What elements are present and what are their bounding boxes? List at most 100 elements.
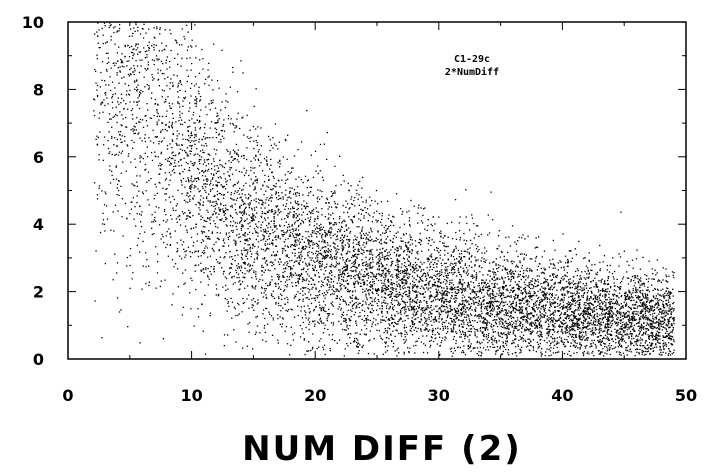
data-point <box>192 227 195 229</box>
data-point <box>389 291 391 293</box>
data-point <box>329 273 331 275</box>
data-point <box>511 305 513 307</box>
data-point <box>240 249 243 252</box>
data-point <box>235 314 237 317</box>
data-point <box>345 253 347 255</box>
data-point <box>584 347 587 349</box>
data-point <box>173 168 175 171</box>
data-point <box>599 294 601 297</box>
data-point <box>190 95 192 97</box>
data-point <box>418 307 420 309</box>
data-point <box>202 170 204 172</box>
data-point <box>205 165 207 167</box>
data-point <box>121 77 123 79</box>
data-point <box>357 274 359 276</box>
data-point <box>271 261 273 263</box>
data-point <box>626 323 628 325</box>
data-point <box>268 238 270 240</box>
data-point <box>420 309 422 311</box>
data-point <box>182 138 184 140</box>
data-point <box>351 310 353 312</box>
data-point <box>606 318 608 320</box>
data-point <box>381 254 384 256</box>
data-point <box>346 211 349 214</box>
data-point <box>634 291 636 294</box>
data-point <box>207 159 209 161</box>
data-point <box>414 309 416 311</box>
data-point <box>657 304 659 306</box>
data-point <box>616 286 619 288</box>
data-point <box>290 231 292 234</box>
data-point <box>606 331 608 334</box>
data-point <box>429 291 432 293</box>
data-point <box>295 229 297 231</box>
data-point <box>482 327 484 329</box>
data-point <box>521 309 523 312</box>
data-point <box>561 329 563 331</box>
data-point <box>108 84 110 86</box>
data-point <box>641 298 643 301</box>
data-point <box>557 282 559 284</box>
data-point <box>398 319 401 321</box>
data-point <box>139 251 141 253</box>
data-point <box>383 296 386 299</box>
data-point <box>171 218 173 220</box>
data-point <box>586 352 588 354</box>
data-point <box>545 278 547 281</box>
data-point <box>664 311 666 313</box>
data-point <box>403 250 406 252</box>
data-point <box>422 287 424 289</box>
data-point <box>174 263 177 265</box>
data-point <box>445 290 447 292</box>
data-point <box>604 334 607 336</box>
data-point <box>464 305 466 307</box>
data-point <box>578 309 580 311</box>
data-point <box>631 335 633 337</box>
data-point <box>569 329 571 331</box>
data-point <box>603 337 605 339</box>
data-point <box>404 294 407 296</box>
data-point <box>515 323 517 325</box>
data-point <box>264 230 266 233</box>
data-point <box>608 319 610 321</box>
data-point <box>224 178 227 180</box>
data-point <box>299 233 301 235</box>
data-point <box>592 334 594 336</box>
data-point <box>437 310 439 313</box>
data-point <box>307 179 309 181</box>
data-point <box>545 320 547 322</box>
data-point <box>519 335 521 338</box>
data-point <box>418 301 420 303</box>
data-point <box>154 37 156 39</box>
data-point <box>401 280 403 283</box>
data-point <box>298 234 300 237</box>
data-point <box>310 294 312 296</box>
data-point <box>498 294 500 296</box>
data-point <box>137 101 139 103</box>
data-point <box>633 319 636 321</box>
data-point <box>142 37 145 39</box>
data-point <box>350 275 352 277</box>
data-point <box>543 272 545 275</box>
data-point <box>178 152 181 154</box>
data-point <box>365 232 367 234</box>
data-point <box>507 273 509 275</box>
data-point <box>314 232 316 234</box>
data-point <box>325 310 327 313</box>
data-point <box>385 274 387 277</box>
data-point <box>212 158 215 160</box>
data-point <box>432 333 434 335</box>
data-point <box>148 41 150 43</box>
data-point <box>554 322 556 325</box>
data-point <box>295 178 297 180</box>
data-point <box>420 261 422 263</box>
data-point <box>636 341 638 343</box>
data-point <box>317 172 319 175</box>
data-point <box>507 331 509 333</box>
data-point <box>283 231 285 233</box>
data-point <box>348 318 350 320</box>
data-point <box>346 239 348 241</box>
data-point <box>280 305 282 307</box>
data-point <box>269 243 271 245</box>
data-point <box>657 334 659 336</box>
